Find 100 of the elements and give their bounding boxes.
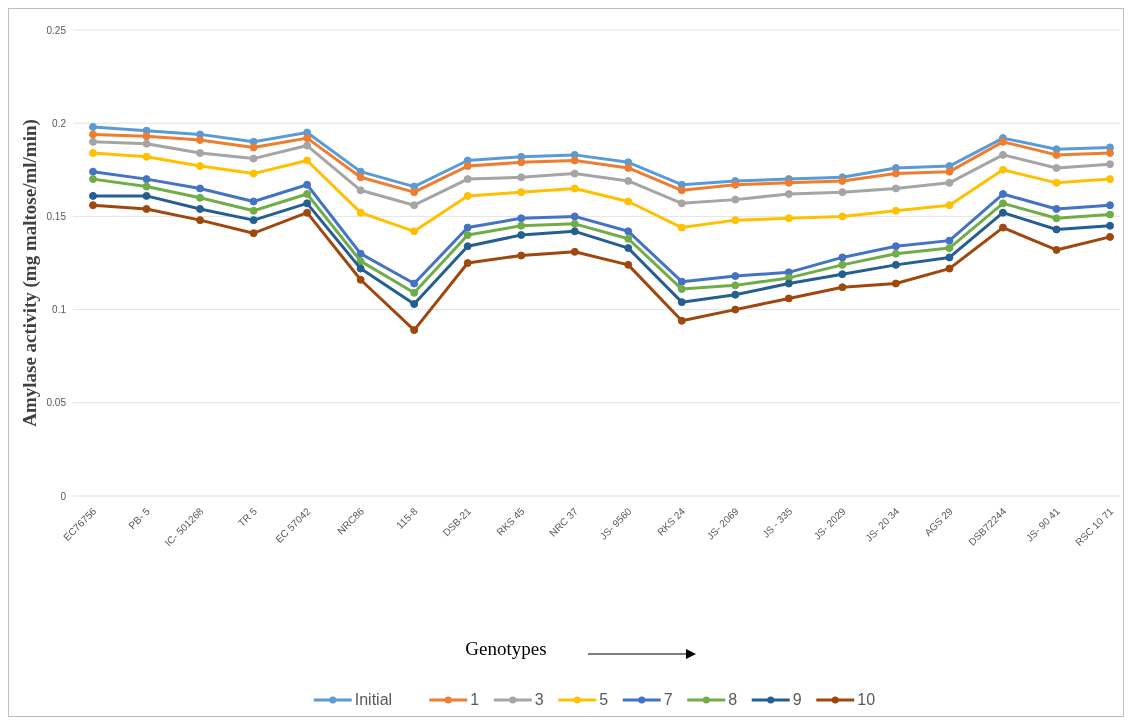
point — [570, 219, 579, 228]
x-tick-label: PB- 5 — [126, 505, 153, 532]
point — [677, 285, 686, 294]
point — [731, 305, 740, 314]
point — [838, 283, 847, 292]
point — [517, 188, 526, 197]
point — [89, 122, 97, 131]
y-axis-title: Amylase activity (mg maltose/ml/min) — [19, 119, 41, 427]
point — [463, 162, 472, 171]
point — [891, 169, 900, 178]
point — [731, 272, 740, 281]
legend-label: 9 — [792, 691, 802, 708]
point — [1106, 210, 1114, 219]
x-axis-title: Genotypes — [465, 638, 547, 659]
point — [998, 165, 1007, 174]
point — [89, 167, 97, 176]
point — [89, 130, 97, 139]
point — [463, 223, 472, 232]
point — [838, 212, 847, 221]
point — [196, 149, 205, 158]
point — [838, 260, 847, 269]
point — [784, 294, 793, 303]
point — [517, 158, 526, 167]
point — [731, 290, 740, 299]
point — [731, 195, 740, 204]
x-tick-label: JS- 90 41 — [1023, 505, 1063, 544]
point — [356, 257, 365, 266]
point — [677, 316, 686, 325]
point — [303, 180, 312, 189]
point — [624, 227, 633, 236]
point — [1106, 232, 1114, 241]
point — [303, 141, 312, 150]
point — [410, 300, 419, 309]
point — [517, 231, 526, 240]
point — [89, 201, 97, 210]
point — [624, 163, 633, 172]
point — [249, 197, 258, 206]
point — [945, 167, 954, 176]
point — [731, 216, 740, 225]
point — [945, 244, 954, 253]
point — [303, 208, 312, 217]
point — [196, 216, 205, 225]
point — [249, 229, 258, 238]
y-tick-label: 0.1 — [52, 304, 67, 316]
x-tick-label: JS- 20 34 — [863, 505, 902, 544]
point — [1052, 204, 1061, 213]
point — [196, 184, 205, 193]
point — [196, 204, 205, 213]
point — [1052, 245, 1061, 254]
legend-label: 5 — [599, 691, 609, 708]
point — [303, 190, 312, 199]
legend-label: 3 — [534, 691, 544, 708]
point — [196, 193, 205, 202]
point — [1052, 150, 1061, 159]
point — [89, 191, 97, 200]
point — [570, 184, 579, 193]
point — [1106, 221, 1114, 230]
point — [677, 298, 686, 307]
point — [891, 249, 900, 258]
point — [303, 156, 312, 165]
point — [410, 288, 419, 297]
point — [142, 182, 151, 191]
point — [1106, 175, 1114, 184]
point — [410, 227, 419, 236]
point — [1052, 163, 1061, 172]
point — [624, 197, 633, 206]
point — [677, 199, 686, 208]
point — [624, 176, 633, 185]
point — [356, 264, 365, 273]
legend-label: 7 — [663, 691, 673, 708]
point — [945, 253, 954, 262]
point — [463, 242, 472, 251]
point — [731, 180, 740, 189]
point — [945, 236, 954, 245]
point — [998, 190, 1007, 199]
point — [570, 247, 579, 256]
point — [196, 162, 205, 171]
legend-label: 10 — [857, 691, 876, 708]
y-tick-label: 0 — [60, 490, 67, 502]
point — [570, 169, 579, 178]
point — [1052, 225, 1061, 234]
point — [89, 175, 97, 184]
point — [463, 259, 472, 267]
point — [784, 214, 793, 223]
point — [570, 156, 579, 165]
point — [196, 135, 205, 144]
point — [891, 206, 900, 215]
point — [463, 175, 472, 184]
point — [570, 212, 579, 221]
x-tick-label: TR 5 — [235, 505, 260, 529]
point — [838, 253, 847, 262]
point — [303, 134, 312, 143]
point — [517, 173, 526, 182]
point — [891, 279, 900, 288]
point — [249, 169, 258, 178]
point — [998, 208, 1007, 217]
y-tick-label: 0.15 — [46, 210, 67, 222]
point — [89, 149, 97, 158]
point — [998, 150, 1007, 159]
legend-label: 8 — [728, 691, 738, 708]
